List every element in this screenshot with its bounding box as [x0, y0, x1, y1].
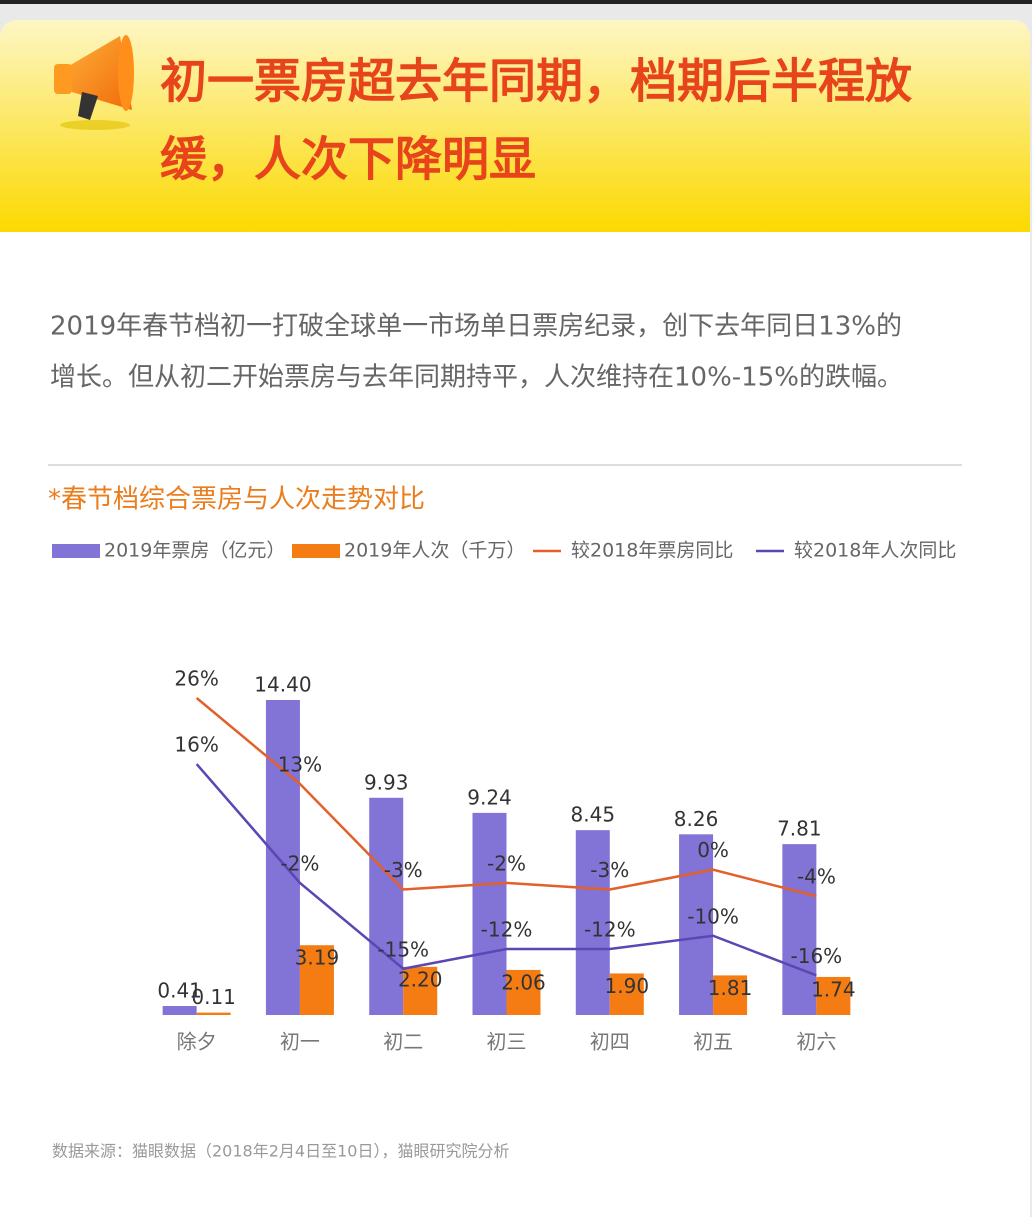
top-edge	[0, 0, 1032, 4]
x-tick-label: 初二	[383, 1030, 423, 1054]
bar	[506, 969, 541, 1015]
value-label: -3%	[384, 858, 423, 882]
value-label: -2%	[280, 851, 319, 875]
legend-swatch	[52, 544, 100, 558]
bar	[403, 966, 438, 1015]
legend-label: 2019年人次（千万）	[344, 540, 525, 562]
value-label: 1.81	[708, 976, 753, 1000]
bar	[713, 975, 748, 1015]
value-label: 2.06	[501, 970, 546, 994]
value-label: -4%	[797, 865, 836, 889]
value-label: 9.24	[467, 785, 512, 809]
bar	[369, 797, 404, 1015]
value-label: 26%	[174, 667, 218, 691]
x-tick-label: 初五	[693, 1030, 733, 1054]
value-label: 13%	[278, 752, 322, 776]
paragraph-line: 2019年春节档初一打破全球单一市场单日票房纪录，创下去年同日13%的	[50, 312, 902, 342]
value-label: 16%	[174, 733, 218, 757]
header-band	[0, 20, 1030, 232]
value-label: -16%	[791, 944, 843, 968]
chart-title: *春节档综合票房与人次走势对比	[48, 485, 425, 515]
value-label: 1.74	[811, 977, 856, 1001]
value-label: 0.41	[157, 979, 202, 1003]
x-tick-label: 除夕	[177, 1030, 217, 1054]
x-tick-label: 初一	[280, 1030, 320, 1054]
bar	[265, 700, 300, 1015]
bar	[816, 976, 851, 1015]
bar	[472, 812, 507, 1015]
value-label: 9.93	[364, 770, 409, 794]
value-label: 14.40	[254, 673, 311, 697]
card	[0, 20, 1030, 1217]
value-label: 0%	[697, 838, 729, 862]
value-label: 8.26	[674, 807, 719, 831]
bar	[162, 1006, 197, 1015]
value-label: -12%	[481, 917, 533, 941]
paragraph-line: 增长。但从初二开始票房与去年同期持平，人次维持在10%-15%的跌幅。	[50, 363, 903, 393]
value-label: 3.19	[295, 946, 340, 970]
value-label: 1.90	[605, 974, 650, 998]
value-label: -10%	[687, 904, 739, 928]
legend-label: 较2018年票房同比	[571, 540, 733, 562]
value-label: 7.81	[777, 817, 822, 841]
bar	[609, 973, 644, 1015]
value-label: -2%	[487, 851, 526, 875]
bar	[575, 830, 610, 1015]
value-label: 8.45	[571, 803, 616, 827]
x-tick-label: 初三	[487, 1030, 527, 1054]
value-label: 0.11	[191, 985, 236, 1009]
x-tick-label: 初四	[590, 1030, 630, 1054]
bar	[299, 945, 334, 1015]
title-line: 初一票房超去年同期，档期后半程放	[160, 55, 912, 110]
legend-label: 2019年票房（亿元）	[104, 540, 285, 562]
trend-line	[195, 697, 817, 898]
bar	[782, 844, 817, 1015]
megaphone-icon	[54, 35, 134, 130]
bar	[679, 834, 714, 1015]
legend-swatch	[292, 544, 340, 558]
value-label: 2.20	[398, 967, 443, 991]
legend-label: 较2018年人次同比	[794, 540, 956, 562]
x-tick-label: 初六	[796, 1030, 836, 1054]
bar	[196, 1012, 231, 1015]
value-label: -12%	[584, 917, 636, 941]
source-note: 数据来源：猫眼数据（2018年2月4日至10日），猫眼研究院分析	[52, 1142, 509, 1161]
value-label: -15%	[377, 937, 429, 961]
value-label: -3%	[590, 858, 629, 882]
title-line: 缓，人次下降明显	[160, 133, 536, 188]
trend-line	[195, 763, 817, 977]
